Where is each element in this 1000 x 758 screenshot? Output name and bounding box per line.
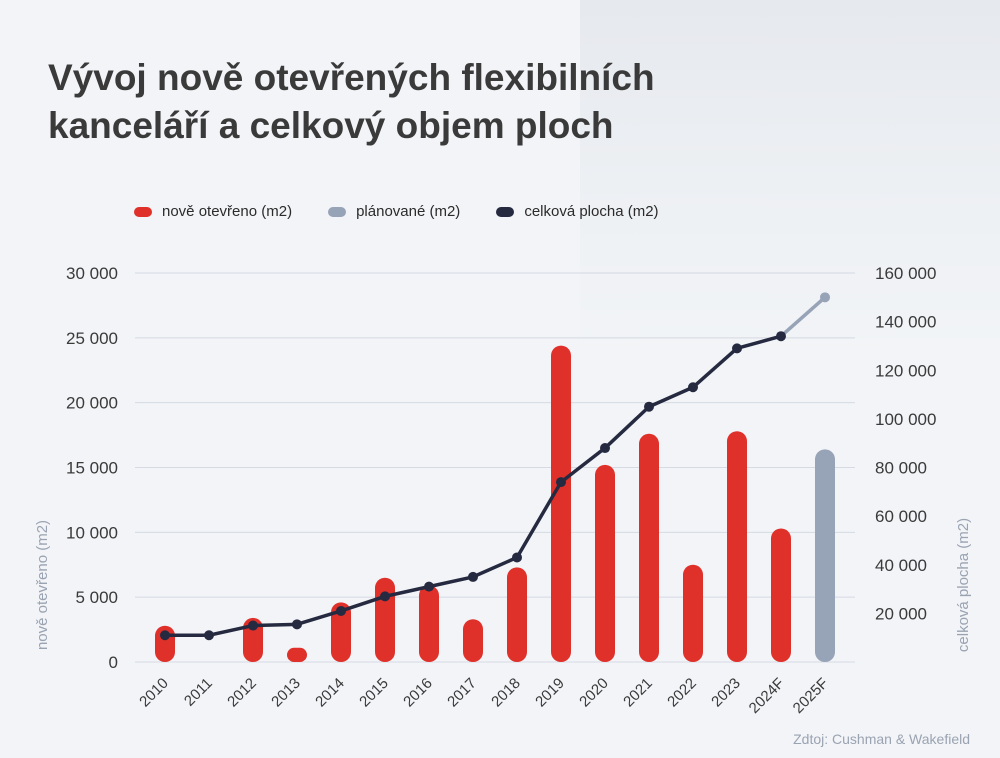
bar-new-opened: [595, 464, 615, 662]
total-area-point: [512, 552, 522, 563]
right-axis-title: celková plocha (m2): [955, 518, 972, 652]
background-office-photo: [580, 0, 1000, 360]
x-tick-label: 2022: [664, 675, 700, 711]
total-area-point: [820, 292, 830, 303]
title-line-1: Vývoj nově otevřených flexibilních: [48, 57, 655, 98]
total-area-point: [688, 382, 698, 393]
legend-swatch-new: [134, 206, 152, 217]
x-tick-label: 2017: [444, 675, 480, 711]
left-tick-label: 30 000: [66, 264, 118, 283]
right-tick-label: 60 000: [875, 507, 927, 526]
bar-new-opened: [771, 528, 791, 662]
total-area-point: [732, 343, 742, 354]
left-axis-title: nově otevřeno (m2): [34, 520, 51, 650]
bar-new-opened: [639, 433, 659, 662]
x-tick-label: 2015: [356, 675, 392, 711]
legend: nově otevřeno (m2) plánované (m2) celkov…: [134, 203, 695, 220]
legend-label-total: celková plocha (m2): [524, 203, 659, 220]
bar-planned: [815, 449, 835, 662]
right-tick-label: 100 000: [875, 410, 936, 429]
right-tick-label: 20 000: [875, 604, 927, 623]
x-tick-label: 2025F: [790, 675, 832, 717]
x-tick-label: 2010: [136, 675, 172, 711]
right-tick-label: 160 000: [875, 264, 936, 283]
x-tick-label: 2011: [181, 675, 216, 710]
left-tick-label: 20 000: [66, 394, 118, 413]
x-tick-label: 2016: [400, 675, 436, 711]
total-area-point: [776, 331, 786, 342]
chart-title: Vývoj nově otevřených flexibilních kance…: [48, 54, 748, 150]
total-area-point: [204, 630, 214, 641]
left-tick-label: 5 000: [75, 588, 118, 607]
bar-new-opened: [507, 567, 527, 662]
title-line-2: kanceláří a celkový objem ploch: [48, 105, 614, 146]
total-area-point: [248, 620, 258, 631]
legend-swatch-total: [496, 206, 515, 217]
total-area-point: [380, 591, 390, 602]
left-tick-label: 0: [109, 653, 118, 672]
total-area-point: [468, 571, 478, 582]
x-tick-label: 2014: [312, 675, 348, 711]
bar-new-opened: [727, 431, 747, 662]
x-tick-label: 2020: [576, 675, 612, 711]
x-tick-label: 2021: [620, 675, 656, 711]
bar-new-opened: [287, 647, 307, 662]
bar-new-opened: [683, 564, 703, 662]
bar-new-opened: [331, 602, 351, 662]
total-area-point: [644, 401, 654, 412]
total-area-point: [160, 630, 170, 641]
total-area-point: [424, 581, 434, 592]
total-area-point: [292, 619, 302, 630]
bar-new-opened: [375, 577, 395, 662]
bar-new-opened: [419, 585, 439, 662]
x-tick-label: 2019: [532, 675, 568, 711]
legend-label-new: nově otevřeno (m2): [162, 203, 293, 220]
legend-item-planned: plánované (m2): [328, 203, 460, 220]
bar-new-opened: [463, 619, 483, 662]
right-tick-label: 120 000: [875, 361, 936, 380]
total-area-point: [336, 605, 346, 616]
bar-new-opened: [551, 345, 571, 662]
legend-item-new: nově otevřeno (m2): [134, 203, 292, 220]
x-tick-label: 2023: [708, 675, 744, 711]
right-tick-label: 80 000: [875, 459, 927, 478]
right-tick-label: 40 000: [875, 556, 927, 575]
x-tick-label: 2012: [224, 675, 260, 711]
bar-new-opened: [243, 617, 263, 662]
total-area-point: [600, 443, 610, 454]
total-area-line-forecast: [779, 296, 827, 338]
legend-item-total: celková plocha (m2): [496, 203, 659, 220]
legend-label-planned: plánované (m2): [356, 203, 461, 220]
legend-swatch-planned: [328, 206, 347, 217]
x-tick-label: 2024F: [746, 675, 788, 717]
x-tick-label: 2013: [268, 675, 304, 711]
right-tick-label: 140 000: [875, 313, 936, 332]
x-tick-label: 2018: [488, 675, 524, 711]
total-area-point: [556, 477, 566, 488]
left-tick-label: 15 000: [66, 459, 118, 478]
left-tick-label: 25 000: [66, 329, 118, 348]
source-note: Zdtoj: Cushman & Wakefield: [793, 731, 970, 747]
left-tick-label: 10 000: [66, 523, 118, 542]
